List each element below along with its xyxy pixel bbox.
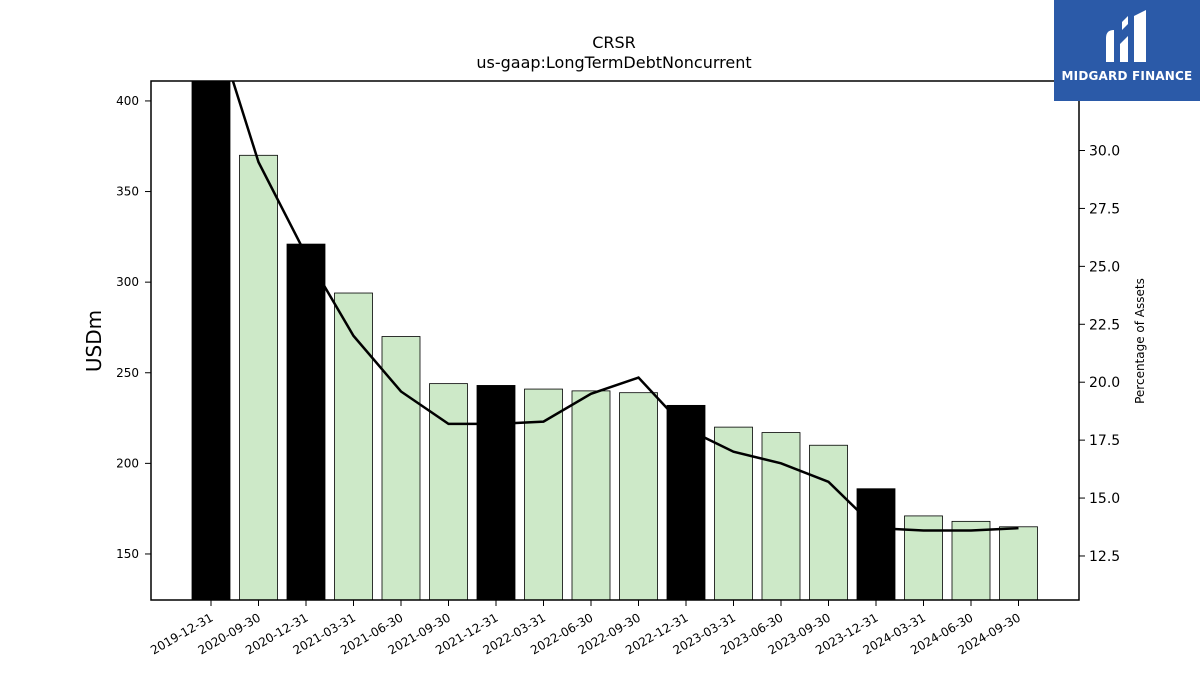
- bar-2023-09-30: [809, 444, 848, 600]
- y2-tick-label: 30.0: [1089, 144, 1120, 160]
- y2-tick-label: 12.5: [1089, 549, 1120, 565]
- bar-2019-12-31: [191, 81, 231, 600]
- bar-2023-03-31: [714, 426, 753, 600]
- bar-2022-09-30: [619, 392, 658, 600]
- bar-2020-09-30: [239, 154, 278, 600]
- y2-tick-label: 20.0: [1089, 375, 1120, 391]
- y-tick-label: 200: [116, 456, 139, 470]
- bar-2024-09-30: [999, 526, 1038, 600]
- midgard-finance-logo: MIDGARD FINANCE: [1054, 0, 1200, 101]
- y-tick-label: 300: [116, 275, 139, 289]
- logo-text: MIDGARD FINANCE: [1061, 69, 1193, 83]
- chart-subtitle: us-gaap:LongTermDebtNoncurrent: [476, 53, 751, 72]
- y2-tick-label: 25.0: [1089, 259, 1120, 275]
- percent-of-assets-line: [231, 81, 1019, 532]
- y2-tick-label: 22.5: [1089, 317, 1120, 333]
- y-tick-label: 250: [116, 366, 139, 380]
- percent-line-series: [231, 81, 1019, 532]
- y2-axis-label: Percentage of Assets: [1133, 278, 1147, 404]
- midgard-logo-icon: [1106, 10, 1146, 62]
- y2-tick-label: 15.0: [1089, 491, 1120, 507]
- bar-2022-12-31: [666, 404, 706, 600]
- bar-2022-03-31: [524, 388, 563, 600]
- y-axis-label: USDm: [82, 310, 106, 372]
- chart-title: CRSR: [592, 33, 636, 52]
- bar-2024-03-31: [904, 515, 943, 600]
- y-tick-label: 350: [116, 185, 139, 199]
- y-tick-label: 400: [116, 94, 139, 108]
- bar-2021-12-31: [476, 385, 516, 600]
- bar-2023-06-30: [761, 432, 801, 600]
- bar-2021-03-31: [334, 292, 373, 600]
- bar-series: [191, 81, 1038, 600]
- bar-2023-12-31: [856, 488, 896, 600]
- bar-2020-12-31: [286, 243, 326, 600]
- bar-2022-06-30: [571, 390, 611, 600]
- y2-tick-label: 27.5: [1089, 201, 1120, 217]
- bar-2021-09-30: [429, 383, 468, 600]
- y-tick-label: 150: [116, 547, 139, 561]
- y2-tick-label: 17.5: [1089, 433, 1120, 449]
- bar-2024-06-30: [951, 520, 991, 600]
- plot-frame: [150, 80, 1080, 601]
- bar-2021-06-30: [381, 336, 421, 600]
